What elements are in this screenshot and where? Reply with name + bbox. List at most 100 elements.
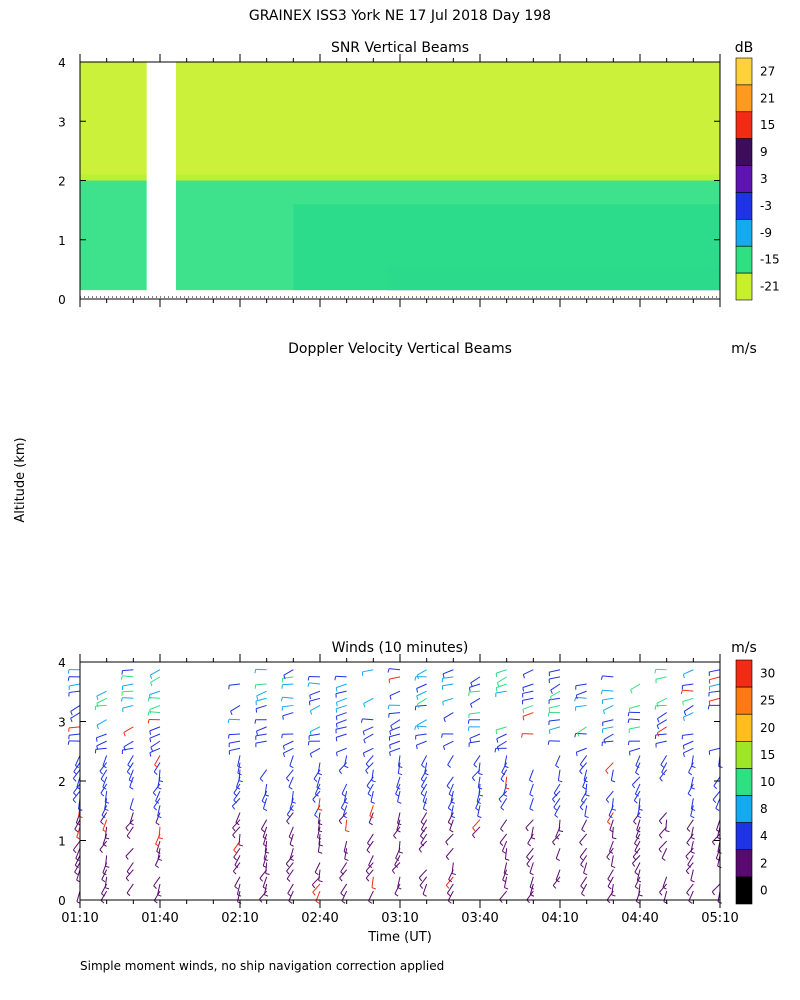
wind-barb-flag bbox=[288, 786, 293, 790]
wind-barb bbox=[683, 740, 694, 746]
wind-barb bbox=[469, 733, 481, 739]
wind-barb-flag bbox=[235, 822, 240, 826]
wind-barb-flag bbox=[715, 807, 720, 811]
wind-barb-flag bbox=[99, 849, 103, 854]
wind-barb bbox=[580, 876, 588, 887]
wind-barb-flag bbox=[263, 858, 268, 861]
wind-barb-flag bbox=[660, 764, 665, 768]
wind-barb-flag bbox=[317, 772, 323, 776]
wind-barb-flag bbox=[478, 787, 483, 790]
wind-barb-flag bbox=[340, 871, 344, 875]
wind-barb-flag bbox=[632, 856, 637, 861]
wind-barb-flag bbox=[558, 780, 563, 783]
wind-barb-flag bbox=[366, 785, 371, 789]
wind-barb-flag bbox=[289, 808, 294, 812]
wind-barb bbox=[102, 776, 108, 788]
colorbar-swatch bbox=[735, 849, 753, 878]
wind-barb-flag bbox=[420, 835, 424, 840]
wind-barb-flag bbox=[504, 765, 509, 769]
wind-barb bbox=[287, 883, 294, 894]
wind-barb bbox=[150, 676, 161, 683]
wind-barb-flag bbox=[150, 682, 153, 687]
doppler-axes: 0 1 2 3 4 01:10 01:40 02:10 02:40 03:10 03:40 04:10… bbox=[58, 654, 739, 926]
wind-barb-flag bbox=[227, 719, 230, 724]
wind-barb bbox=[469, 740, 481, 744]
wind-barb bbox=[155, 812, 161, 823]
x-tick-label: 01:10 bbox=[61, 911, 98, 926]
wind-barb-flag bbox=[658, 834, 663, 839]
wind-barb bbox=[655, 733, 667, 736]
wind-barb-flag bbox=[340, 807, 345, 811]
wind-barb-flag bbox=[686, 828, 691, 832]
wind-barb-flag bbox=[147, 719, 150, 724]
colorbar-unit: dB bbox=[735, 40, 754, 56]
colorbar-label: 10 bbox=[760, 775, 775, 789]
x-tick-label: 02:10 bbox=[221, 911, 258, 926]
wind-barb bbox=[683, 705, 694, 712]
wind-barb bbox=[605, 790, 614, 800]
wind-barb-flag bbox=[420, 778, 425, 783]
wind-barb-flag bbox=[579, 764, 584, 768]
wind-barb bbox=[472, 819, 481, 829]
wind-barb-flag bbox=[236, 786, 241, 790]
wind-barb-flag bbox=[315, 900, 320, 904]
wind-barb bbox=[309, 682, 321, 685]
wind-barb-flag bbox=[503, 794, 508, 797]
wind-barb bbox=[389, 712, 401, 715]
wind-barb-flag bbox=[606, 856, 610, 861]
wind-barb-flag bbox=[340, 892, 345, 897]
wind-barb bbox=[690, 840, 694, 852]
wind-barb bbox=[370, 791, 374, 802]
wind-barb-flag bbox=[387, 668, 390, 673]
wind-barb-flag bbox=[286, 878, 291, 882]
wind-barb bbox=[522, 697, 534, 701]
wind-barb-flag bbox=[553, 792, 558, 797]
wind-barb-flag bbox=[558, 830, 564, 833]
wind-barb-flag bbox=[261, 828, 265, 833]
wind-barb-flag bbox=[419, 885, 424, 889]
panel-snr: SNR Vertical Beams dB 0 1 2 3 4 27 21 15 9 3 -3 -9… bbox=[58, 40, 780, 307]
wind-barb-flag bbox=[345, 830, 350, 833]
wind-barb-flag bbox=[499, 842, 504, 846]
wind-barb-flag bbox=[656, 725, 660, 730]
wind-barb-flag bbox=[233, 792, 238, 797]
wind-barb bbox=[611, 883, 614, 895]
wind-barb-flag bbox=[75, 857, 80, 861]
wind-barb bbox=[314, 783, 321, 795]
wind-barb-flag bbox=[254, 719, 257, 724]
colorbar-swatch bbox=[735, 245, 753, 274]
wind-barb-flag bbox=[683, 711, 687, 716]
wind-barb bbox=[127, 755, 134, 766]
wind-barb bbox=[502, 869, 508, 881]
wind-barb bbox=[420, 833, 428, 844]
wind-barb-flag bbox=[496, 746, 500, 751]
wind-barb-flag bbox=[398, 772, 403, 776]
wind-barb bbox=[634, 783, 641, 795]
wind-barb-flag bbox=[105, 837, 110, 840]
wind-barb bbox=[343, 791, 348, 802]
wind-barb-flag bbox=[421, 828, 425, 833]
wind-barb-flag bbox=[711, 841, 716, 846]
wind-barb-flag bbox=[635, 772, 640, 776]
wind-barb-flag bbox=[577, 732, 580, 737]
wind-barb bbox=[264, 841, 268, 853]
wind-barb-flag bbox=[76, 822, 81, 826]
wind-barb-flag bbox=[556, 858, 560, 861]
wind-barb bbox=[691, 755, 694, 767]
wind-barb-flag bbox=[368, 822, 373, 826]
colorbar-label: 15 bbox=[760, 748, 775, 762]
wind-barb bbox=[522, 712, 534, 717]
wind-barb bbox=[611, 798, 614, 810]
wind-barb bbox=[126, 883, 134, 894]
wind-barb-flag bbox=[585, 794, 590, 797]
wind-barb bbox=[363, 726, 374, 732]
wind-barb bbox=[389, 668, 401, 671]
wind-barb bbox=[282, 676, 294, 679]
wind-barb-flag bbox=[335, 708, 338, 713]
wind-barb bbox=[682, 683, 694, 687]
wind-barb-flag bbox=[75, 864, 79, 869]
wind-barb bbox=[448, 783, 454, 795]
wind-barb-flag bbox=[149, 694, 151, 699]
wind-barb bbox=[73, 783, 81, 794]
